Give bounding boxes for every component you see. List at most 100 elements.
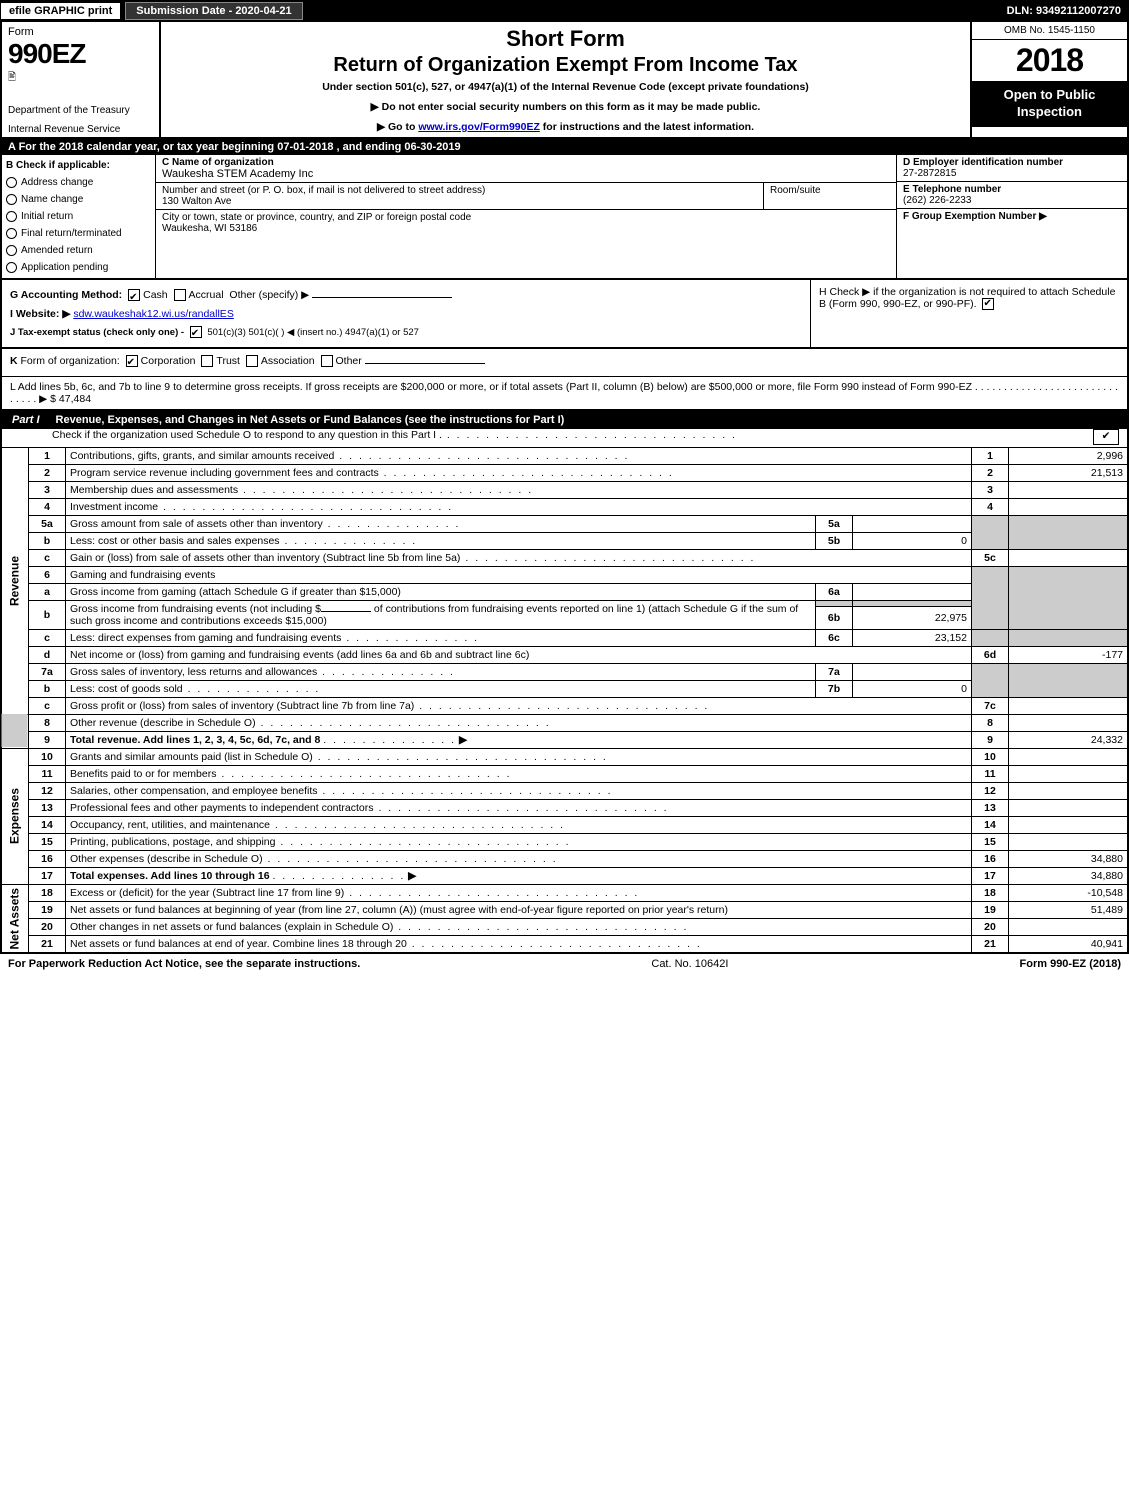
line-3-desc: Membership dues and assessments [66, 481, 972, 498]
section-b-checkboxes: B Check if applicable: Address change Na… [2, 155, 156, 278]
phone-value: (262) 226-2233 [903, 195, 971, 206]
line-7c-amt [1009, 697, 1129, 714]
line-3-amt [1009, 481, 1129, 498]
form-number: 990EZ [8, 38, 153, 70]
website-link[interactable]: sdw.waukeshak12.wi.us/randallES [73, 308, 234, 320]
i-label: I Website: ▶ [10, 308, 70, 320]
line-5b-desc: Less: cost or other basis and sales expe… [66, 532, 816, 549]
no-ssn-note: ▶ Do not enter social security numbers o… [169, 101, 962, 113]
line-20-desc: Other changes in net assets or fund bala… [66, 918, 972, 935]
part1-checkbox[interactable]: ✔ [1093, 429, 1119, 445]
line-21-amt: 40,941 [1009, 935, 1129, 953]
line-7b-desc: Less: cost of goods sold [66, 680, 816, 697]
footer-mid: Cat. No. 10642I [651, 958, 728, 970]
d-label: D Employer identification number [903, 157, 1063, 168]
cb-amended-return[interactable]: Amended return [6, 242, 151, 259]
cb-accrual[interactable] [174, 289, 186, 301]
cb-trust[interactable] [201, 355, 213, 367]
cb-initial-return[interactable]: Initial return [6, 208, 151, 225]
cb-application-pending[interactable]: Application pending [6, 259, 151, 276]
line-12-desc: Salaries, other compensation, and employ… [66, 782, 972, 799]
line-10-desc: Grants and similar amounts paid (list in… [66, 748, 972, 765]
cb-schedule-b[interactable] [982, 298, 994, 310]
line-4-desc: Investment income [66, 498, 972, 515]
line-6b-desc: Gross income from fundraising events (no… [66, 600, 816, 629]
period-end: 06-30-2019 [404, 141, 460, 153]
period-mid: , and ending [337, 141, 405, 153]
line-6a-mini [853, 583, 972, 600]
line-15-desc: Printing, publications, postage, and shi… [66, 833, 972, 850]
efile-icon: 🖹 [8, 72, 16, 83]
room-suite-label: Room/suite [764, 183, 896, 209]
period-pre: A For the 2018 calendar year, or tax yea… [8, 141, 277, 153]
efile-print-button[interactable]: efile GRAPHIC print [0, 2, 121, 20]
netassets-side-label: Net Assets [1, 884, 29, 953]
cb-cash[interactable] [128, 289, 140, 301]
footer-right: Form 990-EZ (2018) [1020, 958, 1121, 970]
city-label: City or town, state or province, country… [162, 212, 471, 223]
cb-other-org[interactable] [321, 355, 333, 367]
line-9-desc: Total revenue. Add lines 1, 2, 3, 4, 5c,… [66, 731, 972, 748]
line-1-amt: 2,996 [1009, 447, 1129, 464]
g-other-blank[interactable] [312, 297, 452, 298]
line-18-desc: Excess or (deficit) for the year (Subtra… [66, 884, 972, 901]
line-19-amt: 51,489 [1009, 901, 1129, 918]
short-form-title: Short Form [169, 26, 962, 52]
revenue-side-label: Revenue [1, 447, 29, 714]
gh-block: G Accounting Method: Cash Accrual Other … [0, 280, 1129, 349]
c-label: C Name of organization [162, 157, 274, 168]
line-6d-desc: Net income or (loss) from gaming and fun… [66, 646, 972, 663]
period-row: A For the 2018 calendar year, or tax yea… [0, 139, 1129, 155]
org-name: Waukesha STEM Academy Inc [162, 168, 313, 180]
line-7c-desc: Gross profit or (loss) from sales of inv… [66, 697, 972, 714]
line-10-amt [1009, 748, 1129, 765]
g-accounting: G Accounting Method: Cash Accrual Other … [2, 280, 810, 347]
submission-date-badge: Submission Date - 2020-04-21 [125, 2, 302, 20]
line-16-amt: 34,880 [1009, 850, 1129, 867]
line-7a-desc: Gross sales of inventory, less returns a… [66, 663, 816, 680]
dept-label: Department of the Treasury [8, 105, 153, 116]
irs-label: Internal Revenue Service [8, 124, 120, 135]
expenses-side-label: Expenses [1, 748, 29, 884]
tax-year: 2018 [972, 40, 1127, 81]
form-word: Form [8, 26, 153, 38]
line-2-num: 2 [29, 464, 66, 481]
f-label: F Group Exemption Number ▶ [903, 211, 1047, 222]
org-address: 130 Walton Ave [162, 196, 232, 207]
line-8-desc: Other revenue (describe in Schedule O) [66, 714, 972, 731]
line-19-desc: Net assets or fund balances at beginning… [66, 901, 972, 918]
cb-address-change[interactable]: Address change [6, 174, 151, 191]
line-11-desc: Benefits paid to or for members [66, 765, 972, 782]
form-header: Form 990EZ 🖹 Department of the Treasury … [0, 22, 1129, 139]
open-to-public: Open to Public Inspection [972, 81, 1127, 127]
line-13-desc: Professional fees and other payments to … [66, 799, 972, 816]
omb-number: OMB No. 1545-1150 [972, 22, 1127, 40]
header-right: OMB No. 1545-1150 2018 Open to Public In… [972, 22, 1127, 137]
line-6-desc: Gaming and fundraising events [66, 566, 972, 583]
org-info: C Name of organization Waukesha STEM Aca… [156, 155, 896, 278]
part1-header: Part I Revenue, Expenses, and Changes in… [0, 411, 1129, 429]
line-18-amt: -10,548 [1009, 884, 1129, 901]
cb-501c3[interactable] [190, 326, 202, 338]
k-other-blank[interactable] [365, 363, 485, 364]
cb-corporation[interactable] [126, 355, 138, 367]
line-2-desc: Program service revenue including govern… [66, 464, 972, 481]
j-label: J Tax-exempt status (check only one) - [10, 327, 184, 338]
cb-name-change[interactable]: Name change [6, 191, 151, 208]
line-5a-mini [853, 515, 972, 532]
cb-association[interactable] [246, 355, 258, 367]
under-section-text: Under section 501(c), 527, or 4947(a)(1)… [169, 81, 962, 93]
addr-label: Number and street (or P. O. box, if mail… [162, 185, 485, 196]
irs-link[interactable]: www.irs.gov/Form990EZ [418, 121, 540, 133]
e-label: E Telephone number [903, 184, 1001, 195]
b-header: B Check if applicable: [6, 157, 151, 174]
dln-label: DLN: 93492112007270 [1007, 5, 1129, 17]
line-6d-amt: -177 [1009, 646, 1129, 663]
part1-label: Part I [2, 411, 50, 429]
info-block: B Check if applicable: Address change Na… [0, 155, 1129, 280]
org-city: Waukesha, WI 53186 [162, 223, 257, 234]
line-6a-desc: Gross income from gaming (attach Schedul… [66, 583, 816, 600]
part1-title: Revenue, Expenses, and Changes in Net As… [50, 411, 1127, 429]
cb-final-return[interactable]: Final return/terminated [6, 225, 151, 242]
line-6c-mini: 23,152 [853, 629, 972, 646]
